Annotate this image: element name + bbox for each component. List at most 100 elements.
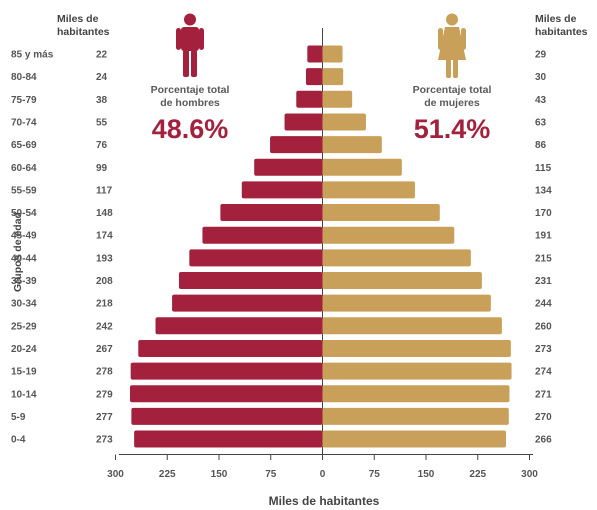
- y-axis-title: Grupos de edad: [12, 212, 24, 292]
- male-bar: [296, 90, 323, 108]
- woman-icon: [438, 13, 466, 78]
- female-value-label: 134: [535, 185, 552, 196]
- age-group-label: 45-49: [11, 231, 37, 242]
- female-bar: [322, 294, 491, 312]
- left-header-line-1: Miles de: [57, 13, 99, 25]
- female-bar: [322, 339, 511, 357]
- age-group-label: 75-79: [11, 95, 37, 106]
- male-bar: [202, 226, 323, 244]
- female-bar: [322, 204, 440, 222]
- male-value-label: 267: [96, 344, 113, 355]
- female-percentage-label-line-1: Porcentaje total: [413, 84, 492, 96]
- female-percentage-value: 51.4%: [414, 114, 491, 144]
- female-bar: [322, 249, 471, 267]
- x-tick-label: 300: [107, 469, 124, 480]
- male-bar: [131, 407, 323, 425]
- age-group-label: 70-74: [11, 117, 37, 128]
- male-value-label: 273: [96, 435, 113, 446]
- male-value-label: 55: [96, 117, 108, 128]
- female-value-label: 215: [535, 253, 552, 264]
- male-value-label: 208: [96, 276, 113, 287]
- male-bar: [254, 158, 323, 176]
- x-tick-label: 225: [469, 469, 486, 480]
- female-percentage-label-line-2: de mujeres: [424, 97, 480, 109]
- female-value-label: 260: [535, 321, 552, 332]
- male-bar: [305, 68, 323, 86]
- female-value-label: 266: [535, 435, 552, 446]
- x-tick-label: 75: [369, 469, 381, 480]
- male-value-label: 278: [96, 367, 113, 378]
- female-value-label: 170: [535, 208, 552, 219]
- female-bar: [322, 226, 455, 244]
- female-value-label: 30: [535, 72, 547, 83]
- male-value-label: 218: [96, 299, 113, 310]
- male-value-label: 242: [96, 321, 113, 332]
- age-group-label: 35-39: [11, 276, 37, 287]
- female-bar: [322, 90, 353, 108]
- female-bar: [322, 136, 382, 154]
- male-value-label: 148: [96, 208, 113, 219]
- male-value-label: 277: [96, 412, 113, 423]
- male-value-label: 193: [96, 253, 113, 264]
- female-bar: [322, 68, 344, 86]
- male-value-label: 22: [96, 50, 108, 61]
- male-bar: [178, 272, 323, 289]
- age-group-label: 5-9: [11, 412, 26, 423]
- female-value-label: 244: [535, 299, 552, 310]
- male-value-label: 38: [96, 95, 108, 106]
- x-tick-label: 150: [211, 469, 228, 480]
- male-bar: [129, 385, 323, 403]
- male-bar: [241, 181, 323, 199]
- x-tick-label: 300: [521, 469, 538, 480]
- female-value-label: 273: [535, 344, 552, 355]
- x-tick-label: 75: [265, 469, 277, 480]
- male-bar: [307, 45, 323, 63]
- age-group-label: 0-4: [11, 435, 26, 446]
- female-bar: [322, 113, 366, 131]
- female-value-label: 43: [535, 95, 547, 106]
- female-bar: [322, 158, 402, 176]
- female-value-label: 231: [535, 276, 552, 287]
- age-group-label: 10-14: [11, 389, 37, 400]
- male-value-label: 24: [96, 72, 108, 83]
- female-value-label: 274: [535, 367, 552, 378]
- female-value-label: 191: [535, 231, 552, 242]
- female-value-label: 86: [535, 140, 547, 151]
- female-bar: [322, 430, 507, 448]
- age-group-label: 50-54: [11, 208, 37, 219]
- age-group-label: 55-59: [11, 185, 37, 196]
- age-group-label: 85 y más: [11, 50, 54, 61]
- male-bar: [155, 317, 323, 335]
- left-header-line-2: habitantes: [57, 26, 110, 38]
- male-bar: [138, 339, 323, 357]
- male-bar: [270, 136, 323, 154]
- x-tick-label: 0: [320, 469, 326, 480]
- age-group-label: 65-69: [11, 140, 37, 151]
- male-value-label: 279: [96, 389, 113, 400]
- female-bar: [322, 317, 502, 335]
- age-group-label: 80-84: [11, 72, 37, 83]
- female-value-label: 63: [535, 117, 547, 128]
- male-percentage-label-line-2: de hombres: [160, 97, 220, 109]
- female-value-label: 270: [535, 412, 552, 423]
- male-value-label: 76: [96, 140, 108, 151]
- right-header-line-1: Miles de: [535, 13, 577, 25]
- female-bar: [322, 407, 509, 425]
- female-bar: [322, 45, 343, 63]
- male-value-label: 117: [96, 185, 113, 196]
- male-bar: [130, 362, 323, 380]
- age-group-label: 60-64: [11, 163, 37, 174]
- x-tick-label: 150: [418, 469, 435, 480]
- female-bar: [322, 272, 482, 289]
- male-value-label: 99: [96, 163, 108, 174]
- male-percentage-value: 48.6%: [152, 114, 229, 144]
- male-bar: [284, 113, 323, 131]
- female-bar: [322, 181, 415, 199]
- male-percentage-label-line-1: Porcentaje total: [151, 84, 230, 96]
- age-group-label: 20-24: [11, 344, 37, 355]
- male-bar: [134, 430, 323, 448]
- bars-group: 85 y más 22 29 80-84 24 30 75-79 38 43 70-74 55 63 6…: [11, 45, 552, 448]
- male-bar: [220, 204, 323, 222]
